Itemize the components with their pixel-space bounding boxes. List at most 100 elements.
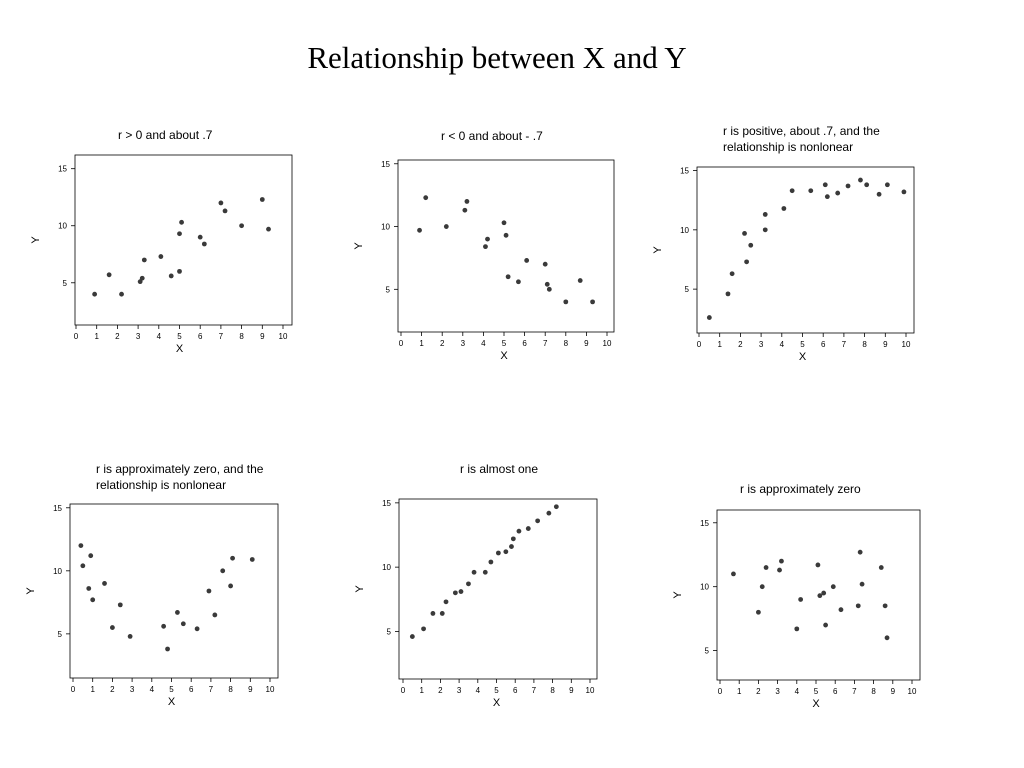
data-point-5 (466, 581, 471, 587)
data-point-5 (516, 528, 522, 534)
data-point-3 (789, 188, 795, 194)
data-point-6 (859, 581, 865, 587)
x-axis-label-4: X (168, 696, 176, 708)
y-tick-label-5: 5 (387, 627, 392, 636)
chart-title-1: r > 0 and about .7 (118, 128, 213, 142)
x-tick-label-5: 9 (569, 686, 574, 695)
data-point-3 (845, 183, 851, 189)
data-point-2 (563, 299, 569, 305)
y-tick-label-2: 10 (381, 223, 390, 232)
plot-frame-1 (74, 154, 293, 326)
x-tick-label-1: 5 (177, 332, 182, 341)
x-tick-label-4: 2 (110, 685, 115, 694)
data-point-4 (228, 583, 234, 589)
y-tick-label-2: 5 (386, 285, 391, 294)
x-tick-label-6: 9 (891, 687, 896, 696)
data-point-1 (177, 231, 182, 237)
data-point-4 (165, 646, 170, 652)
y-tick-label-3: 10 (680, 226, 689, 235)
data-point-3 (742, 231, 747, 236)
x-tick-label-2: 1 (419, 339, 424, 348)
data-point-6 (823, 622, 828, 628)
y-tick-label-3: 15 (680, 167, 689, 176)
x-tick-label-1: 3 (136, 332, 141, 341)
data-point-1 (168, 273, 174, 279)
data-point-3 (858, 177, 863, 183)
x-tick-label-1: 1 (94, 332, 99, 341)
x-tick-label-5: 5 (494, 686, 499, 695)
x-tick-label-6: 6 (833, 687, 838, 696)
x-tick-label-4: 1 (90, 685, 95, 694)
x-tick-label-5: 0 (401, 686, 406, 695)
plot-frame-3 (696, 166, 915, 334)
data-point-4 (249, 557, 255, 562)
data-point-5 (409, 634, 415, 639)
data-point-3 (725, 291, 731, 297)
data-point-5 (503, 549, 509, 555)
x-tick-label-2: 2 (440, 339, 445, 348)
plot-frame-2 (397, 159, 615, 333)
data-point-5 (535, 518, 541, 524)
y-tick-label-4: 10 (53, 567, 62, 576)
data-point-3 (744, 259, 750, 265)
x-tick-label-3: 1 (717, 340, 722, 349)
data-point-6 (731, 571, 736, 577)
data-point-1 (201, 241, 207, 247)
x-tick-label-1: 2 (115, 332, 120, 341)
data-point-1 (259, 197, 265, 202)
x-tick-label-3: 10 (902, 340, 911, 349)
y-axis-label-4: Y (25, 587, 37, 595)
x-tick-label-5: 2 (438, 686, 443, 695)
data-point-2 (577, 278, 583, 283)
x-axis-label-2: X (500, 350, 508, 362)
y-axis-label-5: Y (354, 585, 366, 593)
chart-title-4: r is approximately zero, and the relatio… (96, 462, 264, 492)
x-tick-label-2: 4 (481, 339, 486, 348)
x-tick-label-4: 8 (228, 685, 233, 694)
data-point-1 (239, 223, 245, 229)
chart-title-3: r is positive, about .7, and the relatio… (723, 124, 880, 154)
x-tick-label-2: 0 (399, 339, 404, 348)
data-point-5 (546, 510, 552, 516)
x-tick-label-1: 8 (239, 332, 244, 341)
data-point-5 (509, 544, 514, 549)
x-tick-label-5: 10 (586, 686, 595, 695)
data-point-4 (175, 610, 180, 615)
data-point-2 (590, 299, 595, 305)
data-point-2 (546, 286, 552, 292)
x-tick-label-6: 10 (908, 687, 917, 696)
y-tick-label-4: 5 (58, 630, 63, 639)
data-point-5 (443, 599, 449, 605)
y-axis-label-2: Y (353, 242, 365, 250)
data-point-4 (90, 597, 96, 603)
data-point-6 (763, 565, 769, 570)
page-title: Relationship between X and Y (307, 40, 687, 75)
data-point-6 (884, 635, 890, 641)
data-point-5 (452, 590, 458, 596)
data-point-1 (179, 219, 184, 225)
x-tick-label-5: 8 (550, 686, 555, 695)
x-tick-label-3: 8 (862, 340, 867, 349)
y-tick-label-4: 15 (53, 504, 62, 513)
x-tick-label-4: 10 (266, 685, 275, 694)
data-point-2 (503, 232, 509, 238)
data-point-2 (462, 207, 468, 213)
data-point-6 (798, 597, 804, 602)
x-tick-label-2: 7 (543, 339, 548, 348)
data-point-4 (180, 621, 186, 627)
data-point-1 (197, 234, 203, 240)
x-axis-label-3: X (799, 351, 807, 363)
y-tick-label-1: 15 (58, 165, 67, 174)
x-tick-label-1: 4 (157, 332, 162, 341)
data-point-3 (876, 191, 882, 197)
y-tick-label-3: 5 (685, 285, 690, 294)
data-point-4 (80, 563, 86, 569)
x-tick-label-1: 0 (74, 332, 79, 341)
x-tick-label-4: 9 (248, 685, 253, 694)
data-point-2 (505, 274, 511, 280)
data-point-4 (78, 543, 84, 549)
data-point-4 (212, 612, 218, 618)
data-point-4 (220, 568, 226, 574)
data-point-3 (762, 227, 768, 233)
data-point-4 (110, 625, 115, 630)
